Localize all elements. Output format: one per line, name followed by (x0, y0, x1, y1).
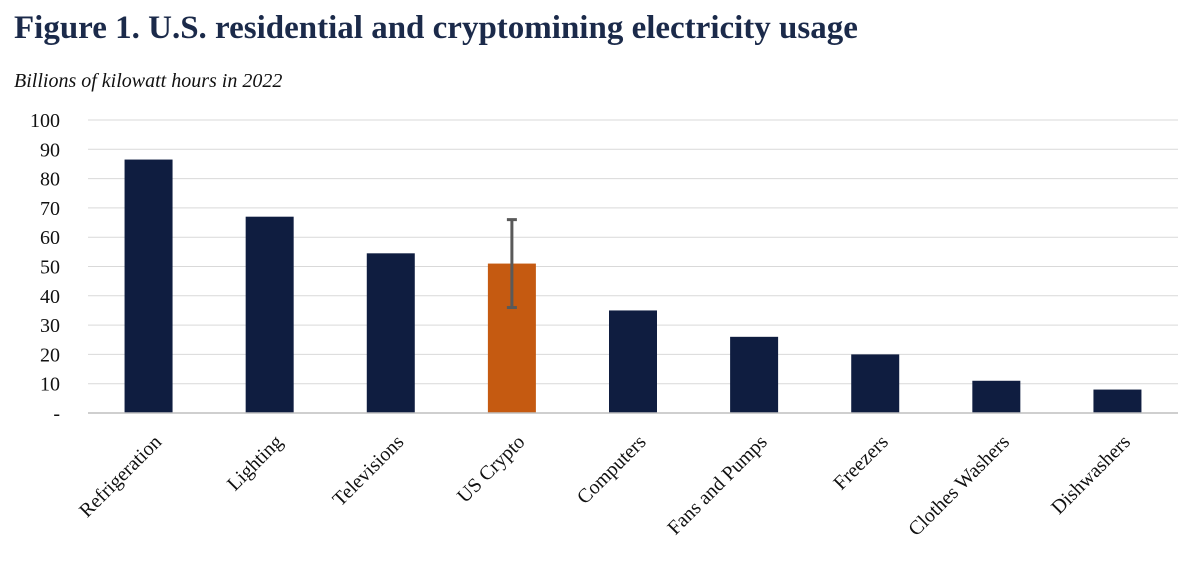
x-tick-label: US Crypto (453, 431, 529, 507)
bar (124, 159, 173, 413)
y-tick-label: 30 (40, 315, 60, 337)
bars (124, 159, 1142, 413)
y-tick-label: - (53, 403, 60, 425)
x-tick-label: Freezers (829, 431, 893, 495)
y-tick-label: 70 (40, 198, 60, 220)
x-tick-label: Clothes Washers (904, 431, 1014, 541)
y-tick-label: 50 (40, 257, 60, 279)
bar (1093, 389, 1142, 413)
y-tick-label: 10 (40, 374, 60, 396)
chart-title: Figure 1. U.S. residential and cryptomin… (14, 10, 858, 46)
y-tick-label: 20 (40, 344, 60, 366)
y-tick-label: 90 (40, 139, 60, 161)
y-axis-ticks: - 10 20 30 40 50 60 70 80 90 100 (30, 110, 60, 425)
chart-subtitle: Billions of kilowatt hours in 2022 (14, 70, 283, 92)
y-tick-label: 100 (30, 110, 60, 132)
bar (245, 216, 294, 413)
x-tick-label: Fans and Pumps (663, 431, 771, 539)
x-tick-label: Refrigeration (75, 431, 166, 522)
error-bars (506, 218, 517, 310)
bar (366, 253, 415, 413)
y-tick-label: 60 (40, 227, 60, 249)
x-tick-label: Computers (573, 431, 651, 509)
bar (730, 336, 779, 413)
y-tick-label: 40 (40, 286, 60, 308)
bar (851, 354, 900, 413)
x-tick-label: Televisions (329, 431, 409, 511)
x-tick-label: Dishwashers (1047, 431, 1135, 519)
y-tick-label: 80 (40, 169, 60, 191)
bar (972, 380, 1021, 413)
x-tick-label: Lighting (223, 431, 287, 495)
x-axis-ticks: Refrigeration Lighting Televisions US Crypt… (75, 431, 1135, 541)
bar (609, 310, 657, 413)
